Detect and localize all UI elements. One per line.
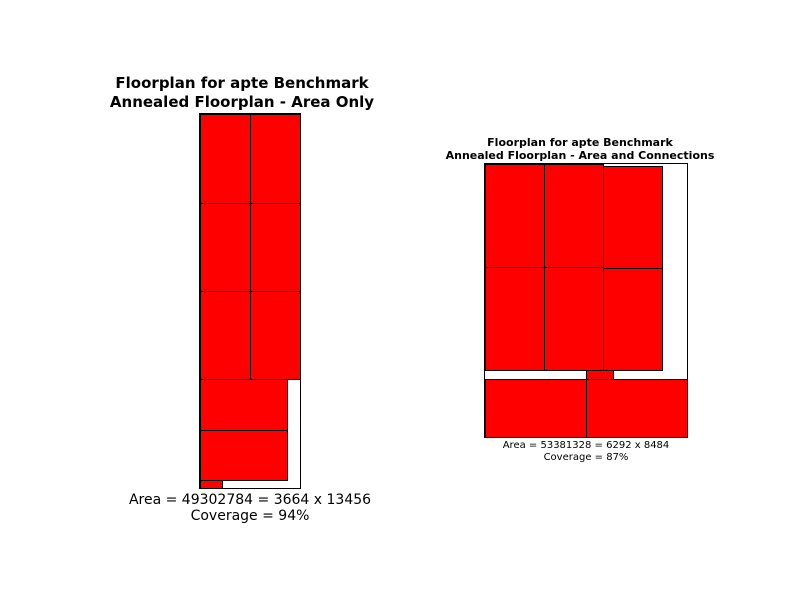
plot1-block [200, 430, 288, 481]
plot1-block [200, 379, 288, 431]
plot1-coverage-label: Coverage = 94% [190, 508, 310, 524]
plot1-block [200, 114, 251, 204]
plot2-block [544, 164, 604, 268]
plot1-block [250, 203, 301, 292]
plot2-floorplan-outline [484, 163, 688, 438]
plot1-block [250, 291, 301, 380]
plot2-title-line2: Annealed Floorplan - Area and Connection… [445, 149, 715, 162]
plot1-block [250, 114, 301, 204]
plot2-block [485, 164, 545, 268]
plot2-block [603, 166, 663, 269]
plot1-block [200, 480, 223, 489]
plot2-block [603, 268, 663, 371]
plot1-block [200, 203, 251, 292]
plot1-floorplan-outline [199, 113, 301, 489]
plot1-block [200, 291, 251, 380]
plot2-title-line1: Floorplan for apte Benchmark [487, 136, 673, 149]
plot1-area-label: Area = 49302784 = 3664 x 13456 [128, 492, 372, 508]
plot2-coverage-label: Coverage = 87% [543, 452, 629, 463]
plot1-title-line1: Floorplan for apte Benchmark [115, 74, 369, 92]
plot2-block [544, 267, 604, 371]
plot2-area-label: Area = 53381328 = 6292 x 8484 [502, 440, 670, 451]
plot1-title-line2: Annealed Floorplan - Area Only [109, 93, 375, 111]
plot2-block [586, 379, 688, 438]
plot2-block [485, 379, 587, 438]
plot2-block [485, 267, 545, 371]
